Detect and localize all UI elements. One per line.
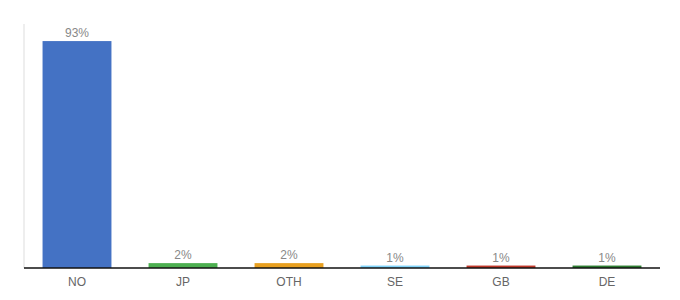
x-tick-label: DE bbox=[599, 275, 616, 289]
data-label: 2% bbox=[280, 248, 298, 262]
bars bbox=[43, 41, 642, 268]
data-label: 2% bbox=[174, 248, 192, 262]
x-axis-line bbox=[24, 267, 660, 269]
chart-container: 93% 2% 2% 1% 1% 1% NO JP OTH SE GB DE bbox=[0, 0, 680, 300]
bar bbox=[43, 41, 112, 268]
data-label: 1% bbox=[386, 251, 404, 265]
data-label: 93% bbox=[65, 26, 89, 40]
x-tick-label: JP bbox=[176, 275, 190, 289]
data-label: 1% bbox=[492, 251, 510, 265]
x-tick-label: NO bbox=[68, 275, 86, 289]
x-tick-label: OTH bbox=[276, 275, 301, 289]
x-tick-label: GB bbox=[492, 275, 509, 289]
x-tick-label: SE bbox=[387, 275, 403, 289]
data-label: 1% bbox=[598, 251, 616, 265]
chart: 93% 2% 2% 1% 1% 1% NO JP OTH SE GB DE bbox=[0, 0, 680, 300]
y-axis-line bbox=[24, 24, 25, 268]
